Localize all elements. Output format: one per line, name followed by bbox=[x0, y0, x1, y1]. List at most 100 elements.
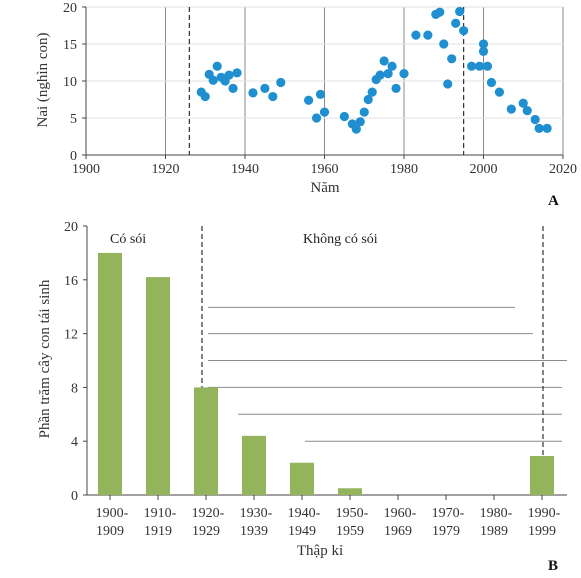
data-point-32 bbox=[399, 69, 409, 79]
panel-b-y-tick-8: 8 bbox=[71, 381, 78, 396]
data-point-54 bbox=[534, 123, 544, 133]
panel-b-y-tick-12: 12 bbox=[64, 328, 78, 343]
panel-b-x-tick-line2-8: 1979 bbox=[432, 524, 460, 539]
data-point-29 bbox=[383, 69, 393, 79]
panel-a-x-tick-1960: 1960 bbox=[311, 162, 339, 177]
data-point-23 bbox=[359, 107, 369, 117]
data-point-12 bbox=[260, 83, 270, 93]
data-point-11 bbox=[248, 88, 258, 98]
panel-a-gridlines bbox=[85, 6, 564, 156]
panel-b-x-axis-label: Thập kỉ bbox=[297, 543, 343, 559]
data-point-39 bbox=[451, 18, 461, 28]
panel-b-x-tick-line2-10: 1999 bbox=[528, 524, 556, 539]
panel-b-x-tick-line1-9: 1980- bbox=[480, 506, 513, 521]
data-point-22 bbox=[355, 117, 365, 127]
panel-a-y-tick-10: 10 bbox=[63, 75, 77, 90]
data-point-44 bbox=[474, 61, 485, 71]
panel-a-x-tick-2020: 2020 bbox=[549, 162, 577, 177]
data-point-53 bbox=[530, 114, 540, 125]
data-point-36 bbox=[435, 7, 445, 17]
bar-1900-1909 bbox=[98, 252, 122, 495]
panel-b-y-tick-0: 0 bbox=[71, 489, 78, 504]
data-point-47 bbox=[482, 61, 493, 71]
data-point-15 bbox=[304, 95, 314, 105]
panel-b-x-tick-line2-2: 1919 bbox=[144, 524, 172, 539]
data-point-19 bbox=[339, 111, 349, 122]
data-point-37 bbox=[439, 39, 449, 49]
panel-b-y-tick-16: 16 bbox=[64, 274, 78, 289]
panel-a-scatter: 1900 1920 1940 1960 1980 2000 2020 0 5 10 15 20 Nă… bbox=[35, 1, 577, 209]
data-point-28 bbox=[379, 56, 389, 66]
data-point-18 bbox=[319, 107, 330, 117]
data-point-24 bbox=[363, 94, 373, 105]
panel-b-x-tick-line1-1: 1900- bbox=[96, 506, 129, 521]
data-point-21 bbox=[351, 124, 361, 134]
panel-b-x-tick-line1-5: 1940- bbox=[288, 506, 321, 521]
panel-a-y-tick-20: 20 bbox=[63, 1, 77, 16]
data-point-33 bbox=[411, 30, 421, 40]
data-point-17 bbox=[315, 89, 326, 99]
bar-1920-1929 bbox=[194, 387, 218, 495]
bar-1990-1999 bbox=[530, 455, 554, 495]
bar-1940-1949 bbox=[290, 462, 314, 495]
bar-1910-1919 bbox=[146, 277, 170, 495]
panel-a-x-ticks: 1900 1920 1940 1960 1980 2000 2020 bbox=[72, 155, 577, 177]
panel-b-x-tick-line2-9: 1989 bbox=[480, 524, 508, 539]
panel-b-x-tick-line1-4: 1930- bbox=[240, 506, 273, 521]
panel-a-x-tick-1900: 1900 bbox=[72, 162, 100, 177]
panel-a-y-tick-0: 0 bbox=[70, 149, 77, 164]
panel-a-x-tick-2000: 2000 bbox=[470, 162, 498, 177]
panel-a-y-tick-5: 5 bbox=[70, 112, 77, 127]
data-point-25 bbox=[367, 87, 377, 97]
panel-a-x-tick-1920: 1920 bbox=[152, 162, 180, 177]
data-point-50 bbox=[506, 104, 516, 114]
panel-a-x-tick-1980: 1980 bbox=[390, 162, 418, 177]
panel-b-bars bbox=[98, 252, 554, 495]
panel-b-x-tick-line2-1: 1909 bbox=[96, 524, 124, 539]
panel-b-x-tick-line1-3: 1920- bbox=[192, 506, 225, 521]
data-point-49 bbox=[494, 87, 504, 97]
data-point-43 bbox=[466, 61, 477, 71]
panel-b-x-tick-line1-2: 1910- bbox=[144, 506, 177, 521]
data-point-48 bbox=[486, 77, 497, 88]
panel-b-gridlines bbox=[208, 306, 567, 442]
panel-b-y-axis-label: Phần trăm cây con tái sinh bbox=[37, 279, 53, 438]
panel-b-y-ticks: 0 4 8 12 16 20 bbox=[64, 220, 87, 504]
panel-b-letter: B bbox=[548, 558, 558, 574]
panel-b-x-ticks: 1900- 1909 1910- 1919 1920- 1929 1930- 1939 1940… bbox=[96, 495, 561, 539]
data-point-27 bbox=[375, 70, 385, 80]
data-point-9 bbox=[228, 83, 238, 93]
data-point-34 bbox=[423, 30, 433, 40]
panel-b-x-tick-line2-3: 1929 bbox=[192, 524, 220, 539]
panel-a-points bbox=[196, 6, 552, 134]
panel-a-x-axis-label: Năm bbox=[310, 180, 339, 196]
panel-b-x-tick-line2-6: 1959 bbox=[336, 524, 364, 539]
data-point-2 bbox=[200, 91, 210, 102]
data-point-46 bbox=[478, 46, 489, 57]
data-point-14 bbox=[276, 77, 286, 88]
panel-a-y-axis-label: Nai (nghìn con) bbox=[35, 33, 51, 128]
panel-a-x-tick-1940: 1940 bbox=[231, 162, 259, 177]
data-point-52 bbox=[522, 106, 532, 116]
region-label-with-wolves: Có sói bbox=[110, 232, 146, 247]
panel-b-x-tick-line1-6: 1950- bbox=[336, 506, 369, 521]
data-point-41 bbox=[459, 26, 469, 36]
region-label-without-wolves: Không có sói bbox=[303, 232, 378, 247]
panel-b-bar-chart: 0 4 8 12 16 20 1900- 1909 1910- 1919 1920- 1929 193… bbox=[37, 220, 567, 574]
data-point-8 bbox=[224, 70, 234, 80]
panel-b-x-tick-line1-8: 1970- bbox=[432, 506, 465, 521]
data-point-4 bbox=[208, 75, 218, 85]
bar-1930-1939 bbox=[242, 435, 266, 495]
data-point-45 bbox=[478, 39, 489, 49]
data-point-55 bbox=[542, 123, 552, 133]
panel-a-y-tick-15: 15 bbox=[63, 38, 77, 53]
data-point-10 bbox=[232, 68, 242, 78]
bar-1950-1959 bbox=[338, 488, 362, 495]
data-point-42 bbox=[447, 54, 457, 64]
panel-a-y-ticks: 0 5 10 15 20 bbox=[63, 1, 86, 164]
data-point-16 bbox=[311, 113, 322, 123]
data-point-51 bbox=[518, 98, 528, 108]
panel-b-y-tick-20: 20 bbox=[64, 220, 78, 235]
panel-b-x-tick-line1-10: 1990- bbox=[528, 506, 561, 521]
